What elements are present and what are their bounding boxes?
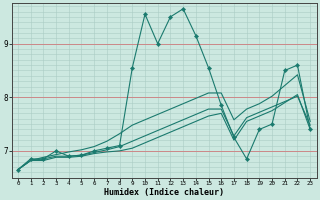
X-axis label: Humidex (Indice chaleur): Humidex (Indice chaleur) bbox=[104, 188, 224, 197]
